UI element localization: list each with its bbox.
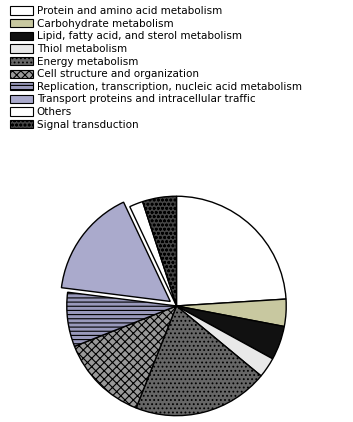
Wedge shape [143,196,176,306]
Legend: Protein and amino acid metabolism, Carbohydrate metabolism, Lipid, fatty acid, a: Protein and amino acid metabolism, Carbo… [9,5,303,131]
Wedge shape [67,292,176,346]
Wedge shape [176,306,284,359]
Wedge shape [61,202,170,301]
Wedge shape [176,299,286,327]
Wedge shape [176,196,286,306]
Wedge shape [130,202,176,306]
Wedge shape [74,306,176,408]
Wedge shape [176,306,273,376]
Wedge shape [136,306,261,416]
